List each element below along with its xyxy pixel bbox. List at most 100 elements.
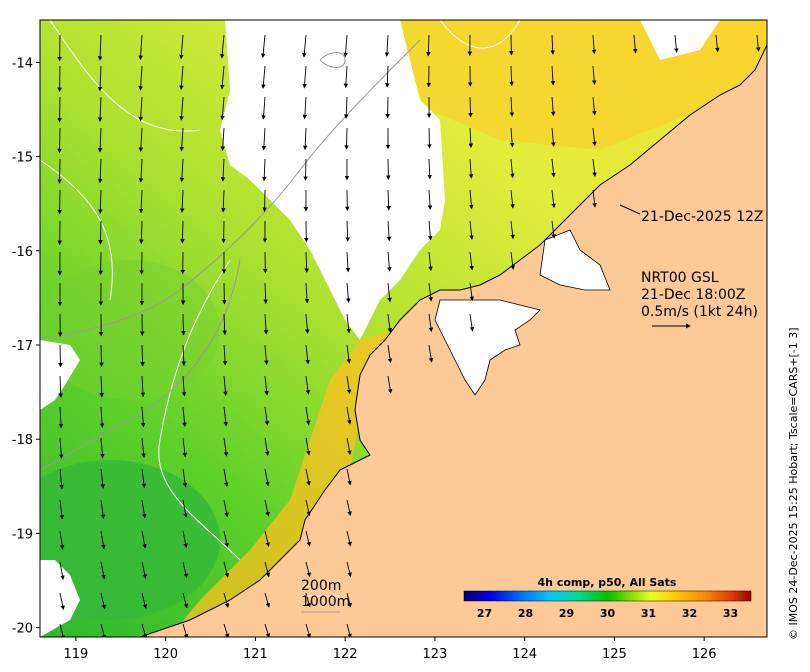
current-vector bbox=[138, 158, 144, 183]
current-vector bbox=[222, 313, 227, 336]
no-data-region bbox=[40, 560, 80, 637]
no-data-region bbox=[40, 340, 80, 410]
current-vector bbox=[346, 561, 352, 578]
current-vector bbox=[138, 65, 143, 91]
current-vector bbox=[591, 34, 597, 55]
current-vector bbox=[346, 499, 352, 516]
current-vector bbox=[551, 189, 556, 209]
current-vector bbox=[100, 468, 105, 489]
sst-coastal-band bbox=[170, 330, 395, 637]
current-vector bbox=[387, 375, 393, 394]
current-vector bbox=[387, 282, 392, 303]
current-vector bbox=[550, 34, 555, 55]
current-vector bbox=[58, 344, 63, 368]
current-vector bbox=[387, 344, 393, 364]
x-tick-label: 122 bbox=[333, 647, 358, 662]
x-tick-label: 125 bbox=[602, 647, 627, 662]
current-vector bbox=[220, 96, 225, 121]
current-vector bbox=[387, 251, 392, 272]
current-vector bbox=[386, 189, 391, 211]
current-vector bbox=[181, 375, 187, 397]
current-vector bbox=[97, 34, 103, 61]
current-vector bbox=[263, 313, 269, 335]
current-vector bbox=[100, 561, 106, 580]
current-vector bbox=[59, 468, 64, 490]
current-vector bbox=[305, 344, 310, 365]
current-vector bbox=[346, 592, 352, 608]
colorbar-title: 4h comp, p50, All Sats bbox=[538, 576, 677, 589]
y-tick-label: -19 bbox=[12, 527, 33, 542]
y-tick-label: -20 bbox=[12, 622, 33, 637]
current-vector bbox=[384, 34, 390, 57]
current-vector bbox=[346, 282, 351, 303]
current-vector bbox=[551, 158, 556, 178]
colorbar-tick-label: 27 bbox=[477, 607, 492, 620]
model-name-label: NRT00 GSL bbox=[641, 270, 719, 286]
current-vector bbox=[385, 65, 390, 88]
current-vector bbox=[427, 189, 433, 211]
current-vector bbox=[302, 96, 308, 120]
current-vector bbox=[345, 220, 350, 242]
current-vector bbox=[592, 127, 597, 147]
colorbar: 4h comp, p50, All Sats 27 28 29 30 31 32 33 bbox=[463, 576, 752, 620]
current-vector bbox=[59, 499, 65, 520]
current-vector bbox=[97, 96, 103, 122]
current-vector bbox=[263, 282, 268, 305]
current-vector bbox=[304, 282, 310, 304]
current-vector bbox=[261, 127, 267, 151]
current-vector bbox=[260, 34, 266, 59]
current-vector bbox=[264, 375, 269, 396]
current-vector bbox=[98, 220, 103, 245]
y-tick-label: -15 bbox=[12, 151, 33, 166]
current-vector bbox=[141, 437, 146, 458]
current-vector bbox=[100, 437, 105, 459]
current-vector bbox=[264, 592, 271, 608]
credit-text: © IMOS 24-Dec-2025 15:25 Hobart; Tscale=… bbox=[787, 327, 800, 640]
y-axis: -14 -15 -16 -17 -18 -19 -20 bbox=[12, 56, 40, 637]
x-tick-label: 120 bbox=[153, 647, 178, 662]
current-vector bbox=[140, 375, 146, 398]
current-vector bbox=[138, 96, 143, 122]
current-vector bbox=[509, 65, 514, 87]
current-vector bbox=[138, 34, 143, 61]
current-vector bbox=[179, 96, 184, 121]
current-vector bbox=[223, 499, 229, 518]
current-vector bbox=[591, 65, 597, 85]
x-tick-label: 123 bbox=[422, 647, 447, 662]
current-vector bbox=[58, 406, 64, 429]
current-vector bbox=[220, 127, 226, 151]
current-vector bbox=[305, 313, 310, 334]
current-vector bbox=[427, 127, 432, 149]
current-vector bbox=[264, 344, 269, 366]
current-vector bbox=[551, 220, 556, 239]
x-axis: 119 120 121 122 123 124 125 126 bbox=[63, 637, 717, 662]
current-vector bbox=[304, 251, 309, 273]
sst-warm-patch bbox=[40, 460, 220, 620]
current-vector bbox=[305, 406, 311, 426]
current-vector bbox=[550, 65, 556, 86]
current-vector bbox=[264, 468, 270, 487]
current-vector bbox=[550, 96, 556, 117]
current-vector bbox=[592, 189, 597, 208]
colorbar-tick-label: 31 bbox=[641, 607, 656, 620]
current-vector bbox=[182, 468, 188, 488]
current-vector bbox=[428, 282, 433, 302]
current-vector bbox=[302, 127, 308, 151]
current-vector bbox=[179, 34, 184, 60]
current-vector bbox=[138, 127, 144, 153]
current-vector bbox=[551, 127, 556, 147]
current-vector bbox=[346, 406, 352, 425]
current-vector bbox=[182, 561, 189, 579]
colorbar-ticks: 27 28 29 30 31 32 33 bbox=[477, 607, 738, 620]
current-vector bbox=[264, 561, 271, 578]
current-vector bbox=[261, 96, 266, 120]
current-vector bbox=[220, 65, 225, 90]
current-vector bbox=[305, 592, 311, 608]
current-vector bbox=[182, 499, 188, 518]
current-vector bbox=[182, 406, 187, 428]
x-tick-label: 124 bbox=[512, 647, 537, 662]
current-vector bbox=[220, 158, 226, 182]
current-vector bbox=[509, 96, 515, 117]
current-vector bbox=[428, 251, 433, 272]
